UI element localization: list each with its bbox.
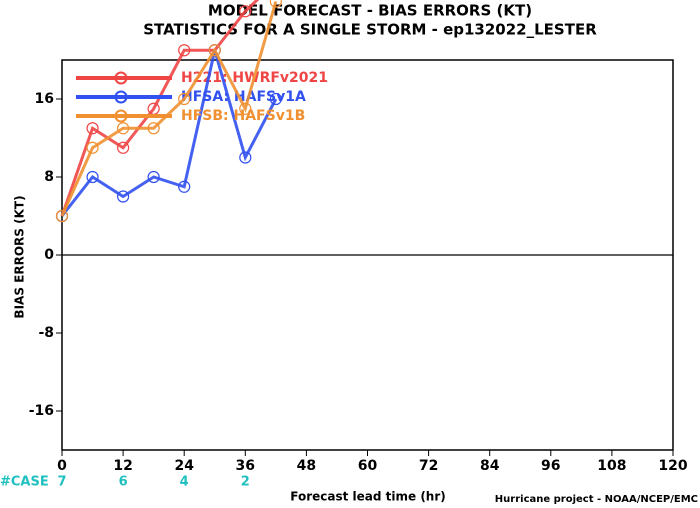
y-tick-label: 16 <box>35 91 54 107</box>
series-marker <box>116 122 130 135</box>
x-tick-label: 48 <box>297 458 316 474</box>
y-tick-label: 8 <box>44 169 54 185</box>
x-tick-label: 36 <box>236 458 255 474</box>
series-marker <box>239 5 252 18</box>
x-tick-label: 84 <box>480 458 500 474</box>
y-tick-label: -8 <box>38 325 54 341</box>
y-axis-label: BIAS ERRORS (KT) <box>13 195 27 318</box>
case-count: 7 <box>57 475 66 490</box>
y-tick-label: 0 <box>44 247 54 263</box>
legend-marker <box>114 90 128 104</box>
series-marker <box>239 102 252 115</box>
series-marker <box>116 190 130 203</box>
x-tick-label: 108 <box>597 458 626 474</box>
x-tick-label: 72 <box>419 458 438 474</box>
series-marker <box>178 44 191 57</box>
legend-marker <box>114 71 128 85</box>
case-count: 2 <box>241 475 250 490</box>
series-marker <box>178 92 191 106</box>
x-tick-label: 96 <box>541 458 560 474</box>
x-axis-label: Forecast lead time (hr) <box>290 490 446 504</box>
legend-label: HFSB: HAFSv1B <box>181 108 305 124</box>
series-marker <box>116 141 130 154</box>
chart-subtitle: STATISTICS FOR A SINGLE STORM - ep132022… <box>143 21 597 39</box>
chart-title: MODEL FORECAST - BIAS ERRORS (KT) <box>208 2 532 20</box>
x-tick-label: 120 <box>658 458 687 474</box>
x-tick-label: 24 <box>174 458 194 474</box>
series-marker <box>239 151 252 164</box>
series-marker <box>269 92 282 106</box>
legend-label: HFSA: HAFSv1A <box>181 89 306 105</box>
series-marker <box>55 209 69 223</box>
x-tick-label: 0 <box>57 458 67 474</box>
series-marker <box>208 44 221 57</box>
x-tick-label: 12 <box>113 458 132 474</box>
x-tick-label: 60 <box>358 458 378 474</box>
footer: Hurricane project - NOAA/NCEP/EMC <box>495 494 698 505</box>
case-count: 4 <box>180 475 189 490</box>
case-count: 6 <box>119 475 128 490</box>
y-tick-label: -16 <box>29 403 54 419</box>
series-marker <box>269 0 282 8</box>
series-marker <box>147 122 160 135</box>
series-marker <box>86 170 99 184</box>
series-marker <box>178 180 191 193</box>
series-marker <box>147 170 160 184</box>
legend-marker <box>114 109 128 123</box>
series-marker <box>86 141 99 154</box>
case-label: #CASE <box>0 475 49 490</box>
series-marker <box>86 122 99 135</box>
